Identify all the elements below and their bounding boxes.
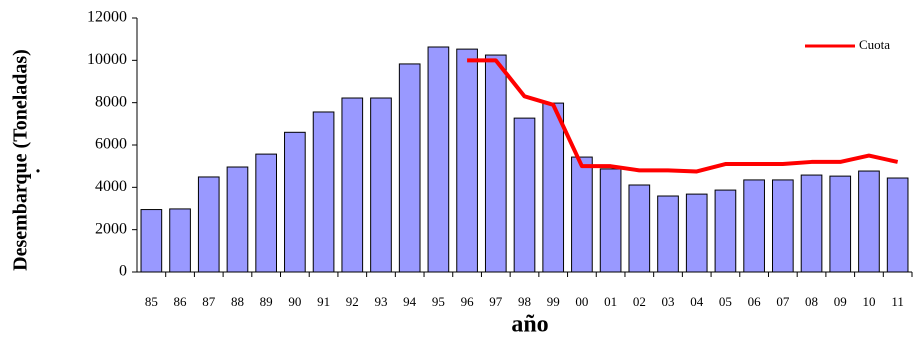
bar	[513, 117, 536, 273]
y-tick-label: 8000	[95, 93, 127, 110]
y-tick-label: 4000	[95, 178, 127, 195]
bar	[714, 189, 737, 273]
bar	[599, 168, 622, 273]
bar	[226, 166, 249, 273]
x-tick-label: 99	[547, 294, 560, 309]
x-tick-label: 03	[662, 294, 675, 309]
bar	[427, 46, 450, 273]
x-tick-label: 09	[834, 294, 847, 309]
bar	[628, 184, 651, 273]
x-tick-label: 98	[518, 294, 531, 309]
bar	[169, 208, 191, 273]
line	[467, 58, 899, 174]
x-tick-label: 96	[461, 294, 475, 309]
x-tick-label: 05	[719, 294, 732, 309]
bar	[800, 174, 823, 273]
bar	[197, 176, 220, 273]
x-tick-label: 94	[403, 294, 417, 309]
bar	[312, 111, 335, 273]
x-tick-label: 11	[891, 294, 904, 309]
x-tick-label: 91	[317, 294, 330, 309]
x-tick-label: 93	[374, 294, 387, 309]
x-tick-label: 06	[748, 294, 762, 309]
legend-label: Cuota	[859, 37, 890, 52]
x-tick-label: 08	[805, 294, 818, 309]
bar	[456, 48, 478, 273]
x-tick-label: 95	[432, 294, 445, 309]
y-tick-label: 6000	[95, 136, 127, 153]
x-tick-label: 97	[489, 294, 503, 309]
bar	[140, 209, 163, 273]
bar	[542, 102, 565, 273]
x-tick-label: 87	[202, 294, 216, 309]
y-tick-label: 12000	[87, 9, 127, 26]
bar	[743, 179, 765, 273]
bar	[829, 175, 852, 273]
bar	[685, 193, 708, 273]
x-tick-label: 07	[776, 294, 790, 309]
x-tick-label: 92	[346, 294, 359, 309]
bar	[858, 170, 880, 273]
x-tick-label: 86	[174, 294, 188, 309]
bar	[341, 97, 364, 273]
bar	[772, 179, 794, 273]
x-tick-label: 04	[690, 294, 704, 309]
x-tick-label: 10	[862, 294, 875, 309]
bar	[284, 131, 306, 273]
x-axis-label: año	[511, 312, 548, 338]
bar	[886, 177, 909, 273]
bar	[398, 63, 421, 273]
bar	[370, 97, 392, 273]
x-tick-label: 00	[575, 294, 588, 309]
x-tick-label: 85	[145, 294, 158, 309]
y-axis-label: Desembarque (Toneladas)	[10, 49, 32, 271]
y-tick-label: 2000	[95, 220, 127, 237]
y-axis-label-mark: .	[36, 156, 41, 178]
x-tick-label: 88	[231, 294, 244, 309]
bar	[255, 153, 277, 273]
x-tick-label: 89	[260, 294, 273, 309]
x-tick-label: 90	[288, 294, 301, 309]
x-tick-label: 01	[604, 294, 617, 309]
bar	[484, 54, 507, 273]
bar	[657, 195, 679, 273]
y-tick-label: 0	[119, 263, 127, 280]
x-tick-label: 02	[633, 294, 646, 309]
y-tick-label: 10000	[87, 51, 127, 68]
bar	[571, 156, 593, 273]
